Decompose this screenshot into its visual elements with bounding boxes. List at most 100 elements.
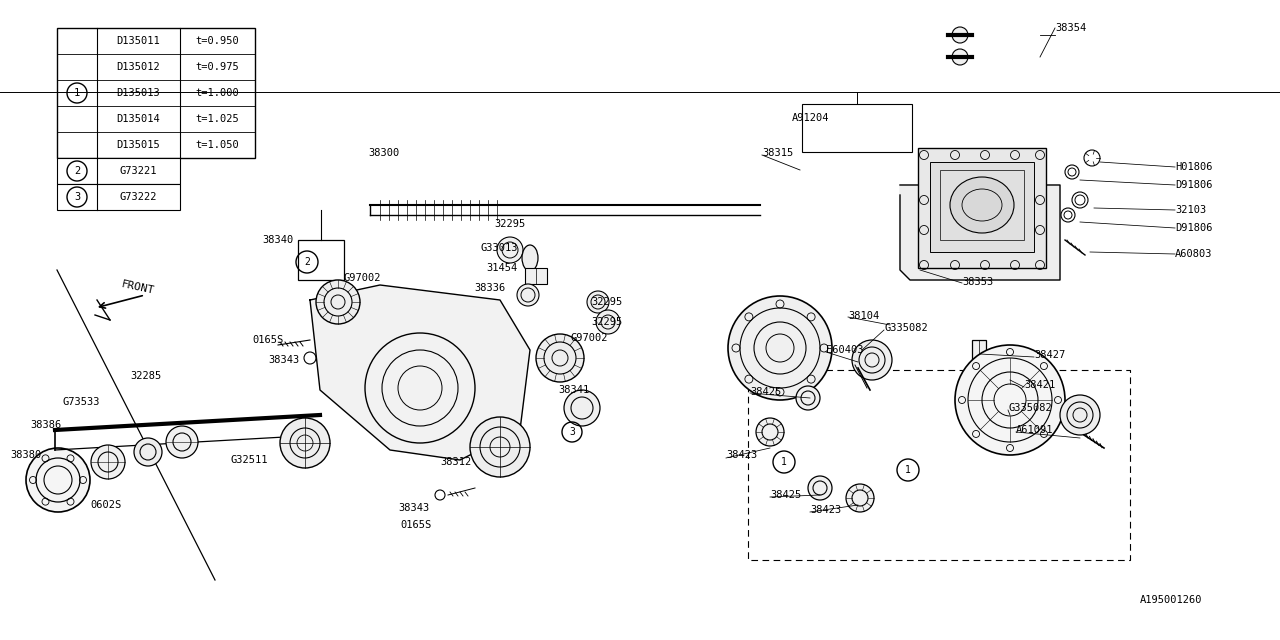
Text: 38353: 38353 [963, 277, 993, 287]
Circle shape [588, 291, 609, 313]
Bar [58, 158, 180, 184]
Text: 38343: 38343 [268, 355, 300, 365]
Text: 38427: 38427 [1034, 350, 1065, 360]
Text: 38341: 38341 [558, 385, 589, 395]
Text: D135015: D135015 [116, 140, 160, 150]
Text: A195001260: A195001260 [1140, 595, 1202, 605]
Text: 32295: 32295 [494, 219, 525, 229]
Text: 38423: 38423 [726, 450, 758, 460]
Text: G73221: G73221 [120, 166, 157, 176]
Circle shape [316, 280, 360, 324]
Text: 38425: 38425 [771, 490, 801, 500]
Text: A60803: A60803 [1175, 249, 1212, 259]
Circle shape [596, 310, 620, 334]
Text: t=1.050: t=1.050 [196, 140, 239, 150]
Circle shape [470, 417, 530, 477]
Bar [525, 268, 547, 284]
Circle shape [166, 426, 198, 458]
Bar [58, 28, 255, 158]
Circle shape [808, 476, 832, 500]
Text: 31454: 31454 [486, 263, 517, 273]
Circle shape [796, 386, 820, 410]
Text: G335082: G335082 [1009, 403, 1052, 413]
Text: 2: 2 [74, 166, 81, 176]
Text: 38300: 38300 [369, 148, 399, 158]
Circle shape [1060, 395, 1100, 435]
Circle shape [91, 445, 125, 479]
Bar [803, 104, 913, 152]
Text: t=0.950: t=0.950 [196, 36, 239, 46]
Text: 32295: 32295 [591, 317, 622, 327]
Text: G97002: G97002 [343, 273, 380, 283]
Text: G335082: G335082 [884, 323, 928, 333]
Text: 0165S: 0165S [252, 335, 283, 345]
Text: D135014: D135014 [116, 114, 160, 124]
Text: 2: 2 [305, 257, 310, 267]
Text: 32285: 32285 [131, 371, 161, 381]
Circle shape [497, 237, 524, 263]
Circle shape [536, 334, 584, 382]
Bar [940, 170, 1024, 240]
Text: 3: 3 [570, 427, 575, 437]
Circle shape [852, 340, 892, 380]
Circle shape [26, 448, 90, 512]
Text: 1: 1 [781, 457, 787, 467]
Bar [972, 340, 986, 378]
Text: 1: 1 [74, 88, 81, 98]
Text: D135011: D135011 [116, 36, 160, 46]
Text: t=1.000: t=1.000 [196, 88, 239, 98]
Bar [918, 148, 1046, 268]
Text: 38386: 38386 [29, 420, 61, 430]
Text: 38354: 38354 [1055, 23, 1087, 33]
Text: 38312: 38312 [440, 457, 471, 467]
Circle shape [952, 49, 968, 65]
Circle shape [517, 284, 539, 306]
Text: 0165S: 0165S [401, 520, 431, 530]
Text: D91806: D91806 [1175, 180, 1212, 190]
Text: 32295: 32295 [591, 297, 622, 307]
Text: t=0.975: t=0.975 [196, 62, 239, 72]
Circle shape [952, 27, 968, 43]
Bar [298, 240, 344, 280]
Ellipse shape [950, 177, 1014, 233]
Text: 0602S: 0602S [90, 500, 122, 510]
Text: D91806: D91806 [1175, 223, 1212, 233]
Text: D135013: D135013 [116, 88, 160, 98]
Text: A61091: A61091 [1016, 425, 1053, 435]
Polygon shape [310, 285, 530, 460]
Text: 38380: 38380 [10, 450, 41, 460]
Text: FRONT: FRONT [120, 280, 156, 296]
Polygon shape [900, 185, 1060, 280]
Circle shape [564, 390, 600, 426]
Text: 38315: 38315 [762, 148, 794, 158]
Text: 32103: 32103 [1175, 205, 1206, 215]
Text: G33013: G33013 [480, 243, 517, 253]
Text: G32511: G32511 [230, 455, 268, 465]
Text: 38421: 38421 [1024, 380, 1055, 390]
Text: G97002: G97002 [570, 333, 608, 343]
Text: 38336: 38336 [474, 283, 506, 293]
Text: G73222: G73222 [120, 192, 157, 202]
Circle shape [846, 484, 874, 512]
Bar [931, 162, 1034, 252]
Circle shape [756, 418, 785, 446]
Text: 38343: 38343 [398, 503, 429, 513]
Text: 38425: 38425 [750, 387, 781, 397]
Text: H01806: H01806 [1175, 162, 1212, 172]
Text: 3: 3 [74, 192, 81, 202]
Text: D135012: D135012 [116, 62, 160, 72]
Circle shape [955, 345, 1065, 455]
Text: A91204: A91204 [792, 113, 829, 123]
Circle shape [134, 438, 163, 466]
Bar [58, 184, 180, 210]
Ellipse shape [522, 245, 538, 271]
Text: 1: 1 [905, 465, 911, 475]
Text: t=1.025: t=1.025 [196, 114, 239, 124]
Circle shape [280, 418, 330, 468]
Text: 38423: 38423 [810, 505, 841, 515]
Text: 38104: 38104 [849, 311, 879, 321]
Text: E60403: E60403 [826, 345, 864, 355]
Text: 38340: 38340 [262, 235, 293, 245]
Text: G73533: G73533 [61, 397, 100, 407]
Circle shape [728, 296, 832, 400]
